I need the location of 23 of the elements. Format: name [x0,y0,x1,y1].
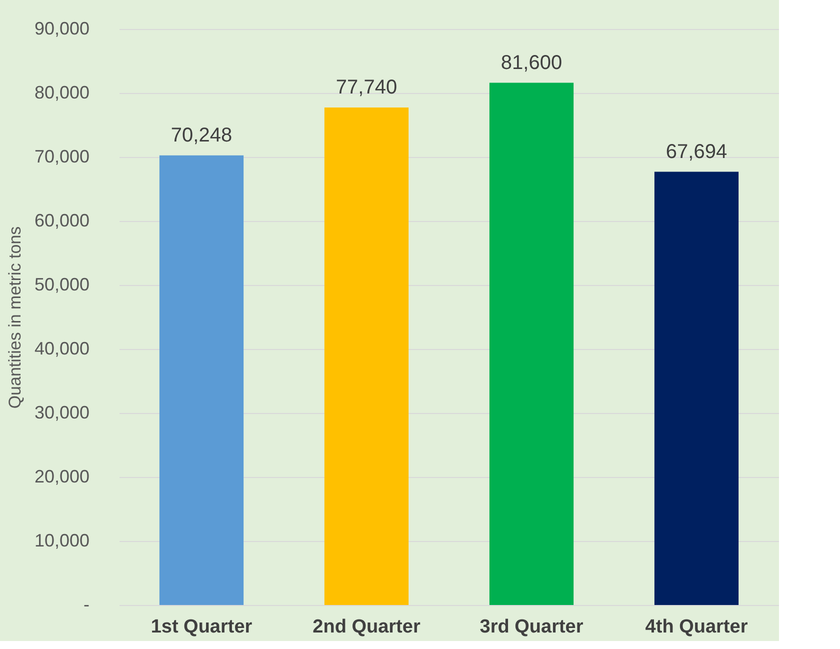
y-tick-label: 30,000 [34,402,90,422]
y-tick-label: - [84,594,90,614]
x-tick-label: 2nd Quarter [312,616,421,638]
bar [324,107,409,605]
y-tick-label: 10,000 [34,530,90,550]
x-tick-label: 4th Quarter [645,616,748,638]
y-tick-label: 20,000 [34,466,90,486]
x-tick-label: 1st Quarter [150,616,253,638]
y-tick-label: 60,000 [34,210,90,230]
y-tick-label: 70,000 [34,146,90,166]
y-tick-label: 50,000 [34,274,90,294]
y-tick-label: 40,000 [34,338,90,358]
y-axis-title: Quantities in metric tons [5,226,24,409]
y-tick-label: 90,000 [34,18,90,38]
x-tick-label: 3rd Quarter [480,616,584,638]
data-label: 70,248 [170,124,232,146]
bar [654,172,739,605]
y-tick-label: 80,000 [34,82,90,102]
bar [159,155,244,605]
data-label: 81,600 [500,52,562,74]
bar [489,82,574,605]
data-label: 77,740 [336,76,398,98]
data-label: 67,694 [666,140,728,163]
